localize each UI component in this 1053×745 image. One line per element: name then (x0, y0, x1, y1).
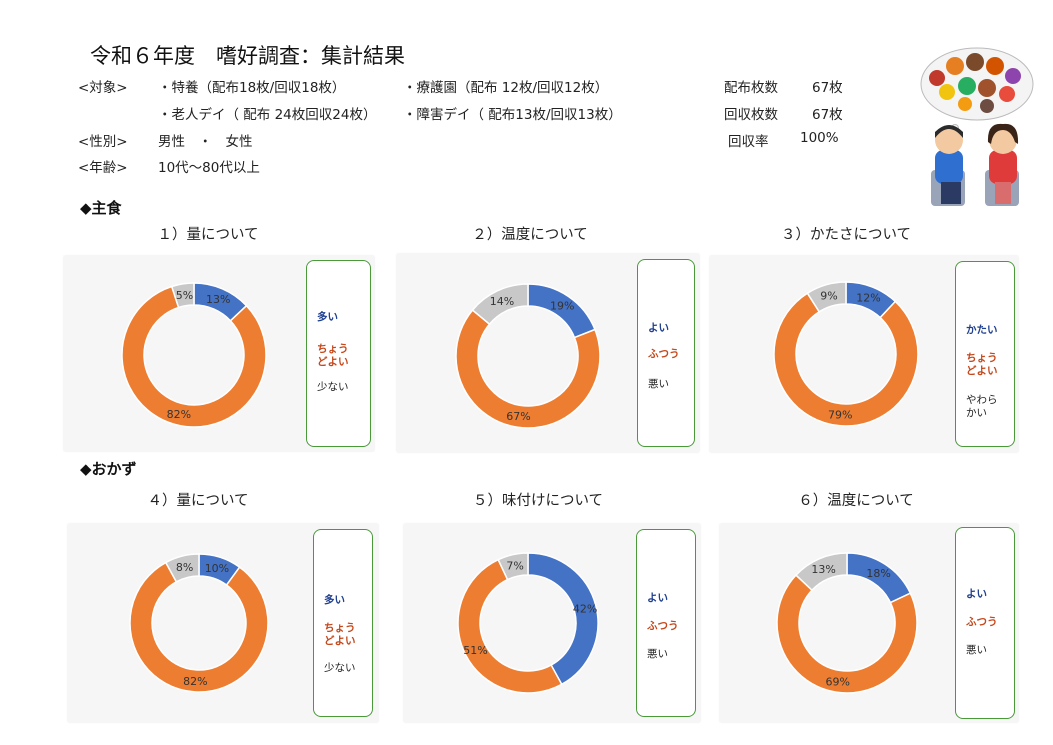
legend-item-3-1: かたい (966, 324, 998, 336)
data-label-5-2: 51% (463, 644, 487, 657)
legend-item-2-2: ふつう (648, 348, 680, 360)
chart-panel-4: 10% 82% 8% 多いちょう どよい少ない (68, 524, 378, 722)
section-main-dish: ◆主食 (80, 199, 122, 217)
data-label-6-3: 13% (811, 563, 835, 576)
legend-item-6-2: ふつう (966, 616, 998, 628)
section-side-dish: ◆おかず (80, 460, 137, 478)
target-line1-a: ・特養（配布18枚/回収18枚） (158, 80, 346, 96)
chart-title-1: １）量について (157, 227, 259, 243)
donut-slice-1-3 (170, 282, 195, 309)
legend-item-4-3: 少ない (324, 662, 356, 674)
chart-title-3: ３）かたさについて (780, 227, 912, 243)
donut-slice-6-2 (776, 574, 918, 694)
donut-chart-3: 12% 79% 9% (773, 281, 919, 427)
donut-chart-2: 19% 67% 14% (455, 283, 601, 429)
donut-slice-5-2 (457, 558, 563, 694)
data-label-3-2: 79% (828, 409, 852, 422)
legend-item-3-2: ちょう どよい (966, 352, 998, 377)
target-line2-a: ・老人デイ（ 配布 24枚回収24枚） (158, 107, 377, 123)
chart-panel-1: 13% 82% 5% 多いちょう どよい少ない (64, 256, 374, 451)
data-label-3-1: 12% (856, 291, 880, 304)
legend-item-4-2: ちょう どよい (324, 622, 356, 647)
data-label-3-3: 9% (820, 289, 837, 302)
target-line2-b: ・障害デイ（ 配布13枚/回収13枚） (403, 107, 622, 123)
donut-slice-2-3 (471, 283, 529, 326)
chart-panel-5: 42% 51% 7% よいふつう悪い (404, 524, 700, 722)
donut-slice-1-2 (121, 285, 267, 428)
donut-slice-2-2 (455, 309, 601, 429)
chart-panel-6: 18% 69% 13% よいふつう悪い (720, 524, 1018, 722)
gender-value: 男性 ・ 女性 (158, 134, 253, 150)
donut-chart-6: 18% 69% 13% (776, 552, 918, 694)
page-title: 令和６年度 嗜好調査：集計結果 (90, 44, 405, 68)
age-value: 10代～80代以上 (158, 160, 260, 176)
data-label-4-1: 10% (205, 562, 229, 575)
legend-item-5-2: ふつう (647, 620, 679, 632)
chart-legend-5: よい ふつう 悪い (636, 529, 696, 717)
legend-item-1-2: ちょう どよい (317, 343, 349, 368)
data-label-2-3: 14% (490, 295, 514, 308)
donut-slice-3-3 (806, 281, 847, 313)
data-label-1-1: 13% (206, 293, 230, 306)
target-line1-b: ・療護園（配布 12枚/回収12枚） (403, 80, 609, 96)
chart-legend-6: よい ふつう 悪い (955, 527, 1015, 719)
data-label-6-1: 18% (866, 567, 890, 580)
data-label-1-2: 82% (167, 408, 191, 421)
chart-title-6: ６）温度について (798, 493, 914, 509)
collected-value: 67枚 (812, 107, 843, 123)
chart-legend-4: 多いちょう どよい少ない (313, 529, 373, 717)
chart-legend-1: 多いちょう どよい少ない (306, 260, 371, 447)
rate-value: 100% (800, 130, 839, 146)
data-label-5-3: 7% (506, 559, 523, 572)
distributed-label: 配布枚数 (724, 80, 778, 96)
legend-item-2-3: 悪い (648, 378, 669, 390)
chart-title-5: ５）味付けについて (472, 493, 604, 509)
data-label-6-2: 69% (826, 675, 850, 688)
target-label: <対象> (78, 80, 128, 96)
donut-slice-4-3 (164, 553, 200, 583)
data-label-5-1: 42% (573, 602, 597, 615)
legend-item-1-3: 少ない (317, 381, 349, 393)
chart-panel-2: 19% 67% 14% よいふつう悪い (397, 254, 699, 452)
chart-legend-2: よい ふつう 悪い (637, 259, 695, 447)
age-label: <年齢> (78, 160, 128, 176)
donut-chart-1: 13% 82% 5% (121, 282, 267, 428)
legend-item-3-3: やわら かい (966, 394, 998, 419)
donut-slice-3-2 (773, 292, 919, 427)
donut-chart-5: 42% 51% 7% (457, 552, 599, 694)
legend-item-6-3: 悪い (966, 644, 987, 656)
data-label-4-2: 82% (183, 675, 207, 688)
data-label-1-3: 5% (176, 289, 193, 302)
legend-item-5-1: よい (647, 592, 668, 604)
legend-item-6-1: よい (966, 588, 987, 600)
chart-title-2: ２）温度について (472, 227, 588, 243)
legend-item-5-3: 悪い (647, 648, 668, 660)
gender-label: <性別> (78, 134, 128, 150)
chart-legend-3: かたいちょう どよい やわら かい (955, 261, 1015, 447)
food-thinking-illustration (920, 47, 1034, 206)
donut-slice-4-2 (129, 561, 269, 693)
distributed-value: 67枚 (812, 80, 843, 96)
data-label-4-3: 8% (176, 561, 193, 574)
legend-item-2-1: よい (648, 322, 669, 334)
rate-label: 回収率 (728, 134, 769, 150)
data-label-2-2: 67% (506, 410, 530, 423)
donut-slice-5-3 (497, 552, 529, 581)
chart-title-4: ４）量について (147, 493, 249, 509)
data-label-2-1: 19% (550, 300, 574, 313)
chart-panel-3: 12% 79% 9% かたいちょう どよい やわら かい (710, 256, 1018, 452)
donut-slice-6-3 (794, 552, 848, 592)
legend-item-1-1: 多い (317, 311, 338, 323)
legend-item-4-1: 多い (324, 594, 345, 606)
collected-label: 回収枚数 (724, 107, 778, 123)
donut-slice-5-1 (527, 552, 599, 686)
donut-chart-4: 10% 82% 8% (129, 553, 269, 693)
